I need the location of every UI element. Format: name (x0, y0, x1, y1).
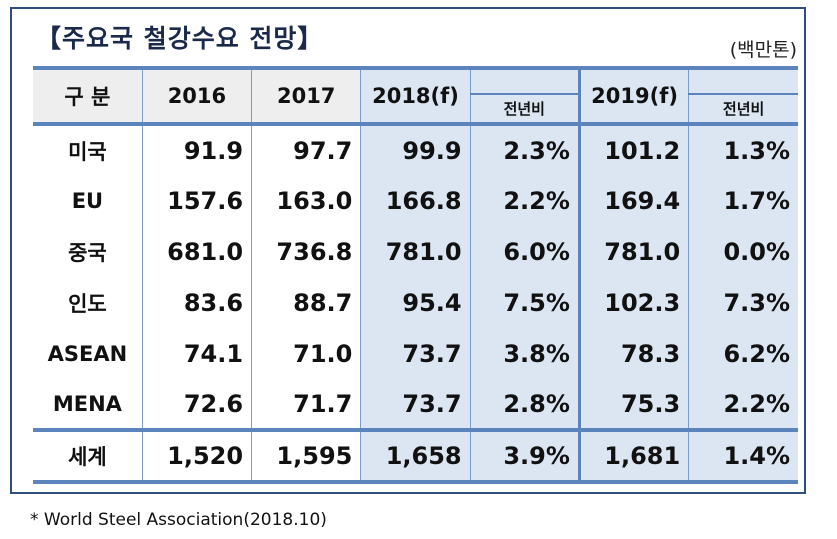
yoy-2018: 7.5% (469, 277, 580, 328)
value-2019: 102.3 (577, 277, 690, 328)
header-yoy-2018: 전년비 (469, 93, 580, 126)
value-2016: 681.0 (141, 226, 253, 277)
yoy-2019: 6.2% (688, 328, 798, 379)
yoy-2019: 1.3% (688, 124, 798, 175)
value-2016: 74.1 (141, 328, 253, 379)
table-row: 세계 1,520 1,595 1,658 3.9% 1,681 1.4% (33, 428, 798, 484)
value-2019: 169.4 (577, 175, 690, 226)
value-2017: 163.0 (251, 175, 362, 226)
header-category: 구 분 (33, 66, 143, 126)
value-2019: 781.0 (577, 226, 690, 277)
yoy-2019: 1.7% (688, 175, 798, 226)
value-2018: 73.7 (360, 379, 471, 430)
value-2017: 736.8 (251, 226, 362, 277)
table-frame (10, 7, 806, 494)
row-label: 중국 (33, 226, 143, 277)
yoy-2018: 2.8% (469, 379, 580, 430)
value-2019: 1,681 (577, 428, 690, 484)
header-yoy-2019: 전년비 (688, 93, 798, 126)
yoy-2018: 3.9% (469, 428, 580, 484)
header-2018-blank (469, 66, 580, 94)
value-2017: 71.7 (251, 379, 362, 430)
steel-demand-table: 구 분 2016 2017 2018(f) 2019(f) 전년비 전년비 미국… (33, 66, 798, 484)
value-2019: 75.3 (577, 379, 690, 430)
header-2018: 2018(f) (360, 66, 471, 126)
page-title: 【주요국 철강수요 전망】 (36, 24, 324, 53)
table-row: EU 157.6 163.0 166.8 2.2% 169.4 1.7% (33, 175, 798, 226)
header-2019: 2019(f) (577, 66, 690, 126)
row-label: EU (33, 175, 143, 226)
table-row: 미국 91.9 97.7 99.9 2.3% 101.2 1.3% (33, 124, 798, 175)
table-row: ASEAN 74.1 71.0 73.7 3.8% 78.3 6.2% (33, 328, 798, 379)
value-2018: 781.0 (360, 226, 471, 277)
value-2018: 95.4 (360, 277, 471, 328)
header-2017: 2017 (251, 66, 362, 126)
value-2016: 72.6 (141, 379, 253, 430)
value-2019: 78.3 (577, 328, 690, 379)
unit-label: (백만톤) (729, 39, 797, 61)
yoy-2019: 2.2% (688, 379, 798, 430)
row-label: 미국 (33, 124, 143, 175)
value-2016: 83.6 (141, 277, 253, 328)
value-2016: 157.6 (141, 175, 253, 226)
yoy-2019: 0.0% (688, 226, 798, 277)
header-row: 구 분 2016 2017 2018(f) 2019(f) (33, 66, 798, 126)
source-note: * World Steel Association(2018.10) (30, 510, 327, 530)
row-label: MENA (33, 379, 143, 430)
row-label: 인도 (33, 277, 143, 328)
yoy-2019: 7.3% (688, 277, 798, 328)
subheader-row: 전년비 전년비 (33, 93, 798, 126)
table-row: 중국 681.0 736.8 781.0 6.0% 781.0 0.0% (33, 226, 798, 277)
row-label: ASEAN (33, 328, 143, 379)
value-2016: 91.9 (141, 124, 253, 175)
value-2018: 1,658 (360, 428, 471, 484)
value-2019: 101.2 (577, 124, 690, 175)
value-2018: 166.8 (360, 175, 471, 226)
value-2016: 1,520 (141, 428, 253, 484)
value-2017: 97.7 (251, 124, 362, 175)
table-row: MENA 72.6 71.7 73.7 2.8% 75.3 2.2% (33, 379, 798, 430)
header-2019-blank (688, 66, 798, 94)
value-2018: 73.7 (360, 328, 471, 379)
value-2017: 1,595 (251, 428, 362, 484)
yoy-2018: 3.8% (469, 328, 580, 379)
value-2017: 88.7 (251, 277, 362, 328)
yoy-2018: 2.2% (469, 175, 580, 226)
yoy-2019: 1.4% (688, 428, 798, 484)
header-2016: 2016 (141, 66, 253, 126)
yoy-2018: 2.3% (469, 124, 580, 175)
table-row: 인도 83.6 88.7 95.4 7.5% 102.3 7.3% (33, 277, 798, 328)
row-label: 세계 (33, 428, 143, 484)
value-2018: 99.9 (360, 124, 471, 175)
value-2017: 71.0 (251, 328, 362, 379)
yoy-2018: 6.0% (469, 226, 580, 277)
